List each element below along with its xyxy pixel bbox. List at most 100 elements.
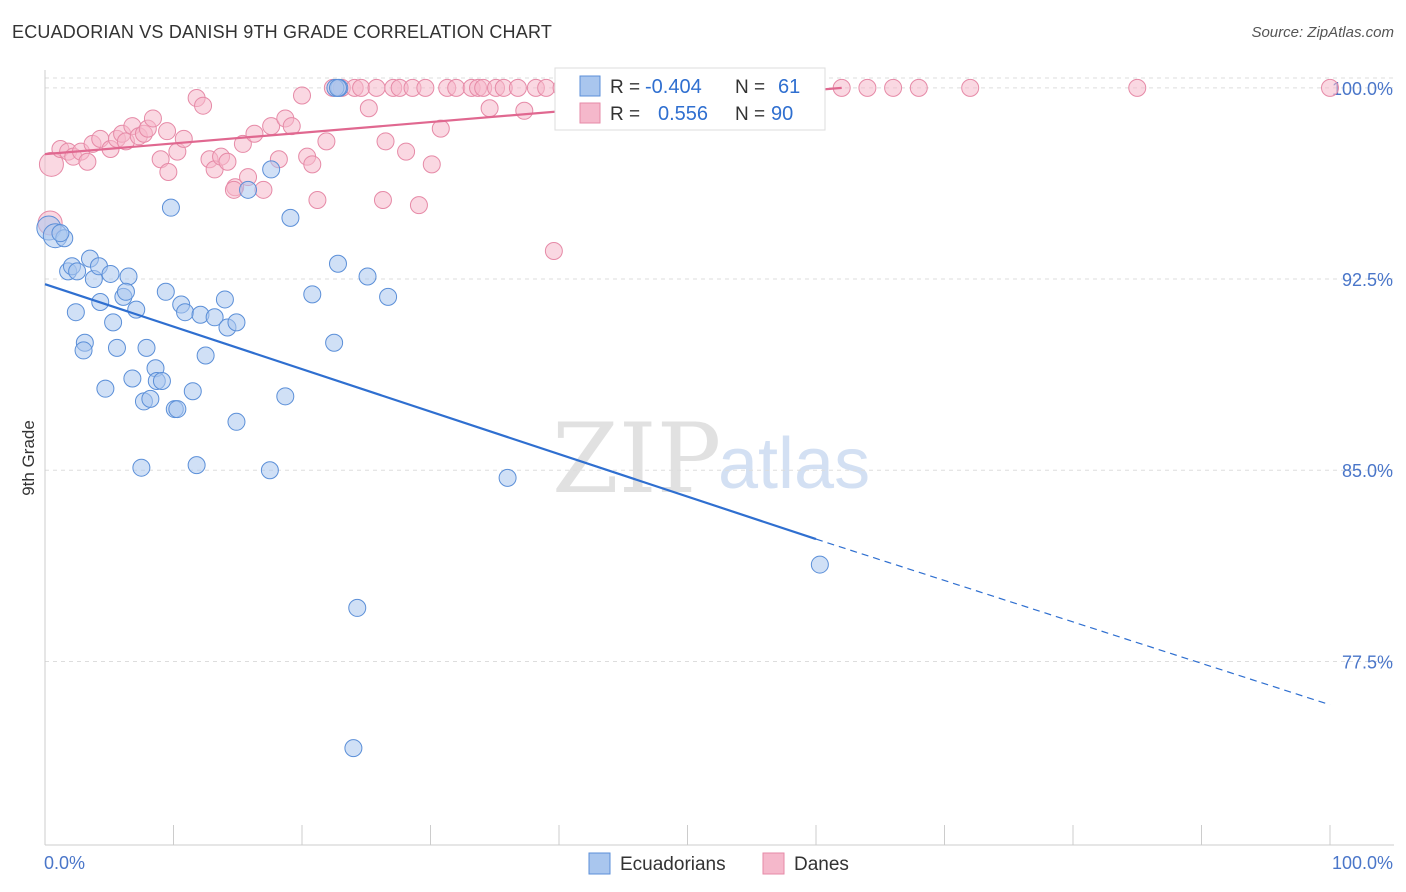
data-point bbox=[227, 412, 246, 431]
data-point bbox=[498, 468, 517, 487]
data-point bbox=[508, 78, 527, 97]
data-point bbox=[123, 369, 142, 388]
ecuadorians-trend-line bbox=[44, 283, 817, 541]
data-point bbox=[104, 313, 123, 332]
data-point bbox=[74, 341, 93, 360]
data-point bbox=[328, 78, 347, 97]
data-point bbox=[254, 180, 273, 199]
ecuadorians-points bbox=[36, 78, 829, 758]
data-point bbox=[158, 122, 177, 141]
data-point bbox=[537, 78, 556, 97]
data-point bbox=[183, 382, 202, 401]
data-point bbox=[961, 78, 980, 97]
legend-r-value-pink: 0.556 bbox=[658, 103, 708, 125]
data-point bbox=[358, 267, 377, 286]
data-point bbox=[116, 282, 135, 301]
data-point bbox=[194, 96, 213, 115]
data-point bbox=[416, 78, 435, 97]
bottom-legend-swatch-danes bbox=[762, 852, 785, 875]
data-point bbox=[156, 282, 175, 301]
data-point bbox=[303, 155, 322, 174]
data-point bbox=[1321, 78, 1339, 97]
data-point bbox=[218, 152, 237, 171]
legend-swatch-blue bbox=[579, 75, 601, 97]
legend-n-value-pink: 90 bbox=[771, 103, 793, 125]
data-point bbox=[480, 99, 499, 118]
data-point bbox=[152, 372, 171, 391]
data-point bbox=[245, 124, 264, 143]
y-tick-labels: 100.0% 92.5% 85.0% 77.5% bbox=[1332, 79, 1393, 673]
data-point bbox=[317, 132, 336, 151]
data-point bbox=[159, 162, 178, 181]
watermark-atlas: atlas bbox=[718, 424, 870, 504]
data-point bbox=[215, 290, 234, 309]
data-point bbox=[359, 99, 378, 118]
data-point bbox=[101, 264, 120, 283]
chart-title: ECUADORIAN VS DANISH 9TH GRADE CORRELATI… bbox=[12, 22, 553, 42]
data-point bbox=[293, 86, 311, 105]
legend-swatch-pink bbox=[579, 102, 601, 124]
data-point bbox=[260, 461, 279, 480]
data-point bbox=[137, 338, 156, 357]
data-point bbox=[141, 389, 160, 408]
data-point bbox=[51, 224, 70, 243]
data-point bbox=[262, 160, 281, 179]
y-tick-label: 85.0% bbox=[1342, 461, 1393, 481]
data-point bbox=[884, 78, 903, 97]
data-point bbox=[352, 78, 371, 97]
data-point bbox=[447, 78, 466, 97]
legend-n-label-blue: N = bbox=[735, 77, 765, 98]
legend-r-label-blue: R = bbox=[610, 77, 640, 98]
data-point bbox=[168, 400, 187, 419]
data-point bbox=[373, 191, 392, 210]
data-point bbox=[379, 287, 398, 306]
data-point bbox=[187, 456, 206, 475]
data-point bbox=[544, 242, 563, 261]
data-point bbox=[1128, 78, 1147, 97]
data-point bbox=[276, 387, 295, 406]
data-point bbox=[176, 303, 195, 322]
series-legend: Ecuadorians Danes bbox=[588, 852, 849, 875]
data-point bbox=[227, 313, 246, 332]
data-point bbox=[281, 208, 300, 227]
data-point bbox=[515, 101, 534, 120]
data-point bbox=[810, 555, 829, 574]
bottom-legend-label-danes: Danes bbox=[794, 854, 849, 875]
ecuadorians-trend-extension bbox=[815, 538, 1331, 706]
correlation-legend: R = -0.404 N = 61 R = 0.556 N = 90 bbox=[554, 67, 826, 131]
grid-lines bbox=[45, 77, 1394, 662]
data-point bbox=[344, 739, 363, 758]
data-point bbox=[96, 379, 115, 398]
data-point bbox=[422, 155, 441, 174]
data-point bbox=[143, 109, 162, 128]
data-point bbox=[348, 598, 367, 617]
data-point bbox=[78, 152, 97, 171]
data-point bbox=[325, 333, 344, 352]
axes bbox=[44, 70, 1394, 846]
data-point bbox=[367, 78, 386, 97]
data-point bbox=[308, 191, 327, 210]
x-tick-label-100: 100.0% bbox=[1332, 853, 1393, 873]
x-tick-label-0: 0.0% bbox=[44, 853, 85, 873]
data-point bbox=[161, 198, 180, 217]
data-point bbox=[409, 196, 428, 215]
y-tick-label: 92.5% bbox=[1342, 270, 1393, 290]
y-axis-title: 9th Grade bbox=[19, 420, 38, 496]
source-label: Source: ZipAtlas.com bbox=[1251, 24, 1394, 41]
data-point bbox=[376, 132, 395, 151]
watermark-zip: ZIP bbox=[552, 403, 721, 515]
data-point bbox=[239, 180, 258, 199]
legend-n-value-blue: 61 bbox=[778, 76, 800, 98]
data-point bbox=[858, 78, 877, 97]
y-tick-label: 100.0% bbox=[1332, 79, 1393, 99]
data-point bbox=[174, 129, 193, 148]
data-point bbox=[68, 262, 87, 281]
legend-r-value-blue: -0.404 bbox=[645, 76, 702, 98]
legend-n-label-pink: N = bbox=[735, 104, 765, 125]
data-point bbox=[38, 151, 64, 177]
data-point bbox=[909, 78, 928, 97]
data-point bbox=[107, 338, 126, 357]
data-point bbox=[205, 308, 224, 327]
data-point bbox=[397, 142, 416, 161]
